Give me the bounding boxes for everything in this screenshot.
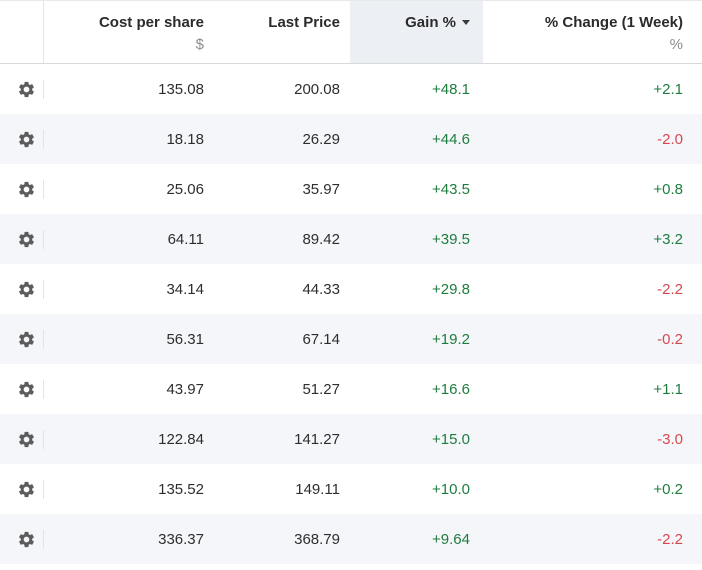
table-row: 25.06 35.97 +43.5 +0.8 <box>0 164 702 214</box>
gain-pct-value: +16.6 <box>432 380 470 398</box>
column-unit: $ <box>195 36 204 53</box>
last-price-value: 44.33 <box>302 280 340 298</box>
row-settings-button[interactable] <box>0 429 44 449</box>
column-header-pct-change-1-week[interactable]: % Change (1 Week) % <box>483 1 702 63</box>
column-header-gain-pct[interactable]: Gain % <box>350 1 483 63</box>
row-settings-button[interactable] <box>0 279 44 299</box>
row-settings-button[interactable] <box>0 379 44 399</box>
gear-icon <box>19 531 34 547</box>
column-header-cost-per-share[interactable]: Cost per share $ <box>44 1 217 63</box>
table-row: 56.31 67.14 +19.2 -0.2 <box>0 314 702 364</box>
column-header-last-price[interactable]: Last Price <box>217 1 350 63</box>
gear-icon <box>19 381 34 397</box>
table-row: 135.52 149.11 +10.0 +0.2 <box>0 464 702 514</box>
row-settings-button[interactable] <box>0 79 44 99</box>
last-price-value: 149.11 <box>295 480 340 498</box>
table-row: 18.18 26.29 +44.6 -2.0 <box>0 114 702 164</box>
pct-change-1-week-value: -2.2 <box>657 530 683 548</box>
gain-pct-value: +10.0 <box>432 480 470 498</box>
gear-icon <box>19 181 34 197</box>
row-settings-button[interactable] <box>0 179 44 199</box>
pct-change-1-week-value: -3.0 <box>657 430 683 448</box>
cost-per-share-value: 122.84 <box>158 430 204 448</box>
table-row: 135.08 200.08 +48.1 +2.1 <box>0 64 702 114</box>
last-price-value: 89.42 <box>302 230 340 248</box>
column-label: Cost per share <box>98 14 204 31</box>
pct-change-1-week-value: +3.2 <box>653 230 683 248</box>
settings-column-header <box>0 1 44 63</box>
pct-change-1-week-value: -0.2 <box>657 330 683 348</box>
table-header: Cost per share $ Last Price Gain % % Cha… <box>0 1 702 64</box>
table-row: 64.11 89.42 +39.5 +3.2 <box>0 214 702 264</box>
row-settings-button[interactable] <box>0 229 44 249</box>
last-price-value: 368.79 <box>294 530 340 548</box>
last-price-value: 141.27 <box>294 430 340 448</box>
last-price-value: 200.08 <box>294 80 340 98</box>
last-price-value: 51.27 <box>302 380 340 398</box>
last-price-value: 35.97 <box>302 180 340 198</box>
cost-per-share-value: 18.18 <box>166 130 204 148</box>
cost-per-share-value: 336.37 <box>158 530 204 548</box>
gear-icon <box>19 81 34 97</box>
gain-pct-value: +29.8 <box>432 280 470 298</box>
gear-icon <box>19 231 34 247</box>
cost-per-share-value: 64.11 <box>167 230 204 248</box>
column-label: % Change (1 Week) <box>544 14 683 31</box>
pct-change-1-week-value: -2.2 <box>657 280 683 298</box>
table-row: 122.84 141.27 +15.0 -3.0 <box>0 414 702 464</box>
row-settings-button[interactable] <box>0 129 44 149</box>
gear-icon <box>19 431 34 447</box>
table-row: 336.37 368.79 +9.64 -2.2 <box>0 514 702 564</box>
cost-per-share-value: 56.31 <box>166 330 204 348</box>
pct-change-1-week-value: +2.1 <box>653 80 683 98</box>
row-settings-button[interactable] <box>0 529 44 549</box>
gain-pct-value: +44.6 <box>432 130 470 148</box>
row-settings-button[interactable] <box>0 479 44 499</box>
cost-per-share-value: 34.14 <box>166 280 204 298</box>
last-price-value: 67.14 <box>302 330 340 348</box>
gear-icon <box>19 281 34 297</box>
table-row: 34.14 44.33 +29.8 -2.2 <box>0 264 702 314</box>
gear-icon <box>19 481 34 497</box>
cost-per-share-value: 135.08 <box>158 80 204 98</box>
pct-change-1-week-value: +0.2 <box>653 480 683 498</box>
gain-pct-value: +39.5 <box>432 230 470 248</box>
table-row: 43.97 51.27 +16.6 +1.1 <box>0 364 702 414</box>
cost-per-share-value: 43.97 <box>166 380 204 398</box>
pct-change-1-week-value: +1.1 <box>653 380 683 398</box>
column-unit: % <box>669 36 683 53</box>
gear-icon <box>19 131 34 147</box>
gain-pct-value: +48.1 <box>432 80 470 98</box>
row-settings-button[interactable] <box>0 329 44 349</box>
column-label: Last Price <box>268 14 340 31</box>
pct-change-1-week-value: -2.0 <box>657 130 683 148</box>
column-label: Gain % <box>350 12 470 34</box>
caret-down-icon <box>462 20 470 25</box>
gain-pct-value: +9.64 <box>432 530 470 548</box>
last-price-value: 26.29 <box>302 130 340 148</box>
gain-pct-value: +19.2 <box>432 330 470 348</box>
pct-change-1-week-value: +0.8 <box>653 180 683 198</box>
gain-pct-value: +15.0 <box>432 430 470 448</box>
column-label-text: Gain % <box>405 14 456 31</box>
gear-icon <box>19 331 34 347</box>
cost-per-share-value: 135.52 <box>158 480 204 498</box>
cost-per-share-value: 25.06 <box>166 180 204 198</box>
gain-pct-value: +43.5 <box>432 180 470 198</box>
